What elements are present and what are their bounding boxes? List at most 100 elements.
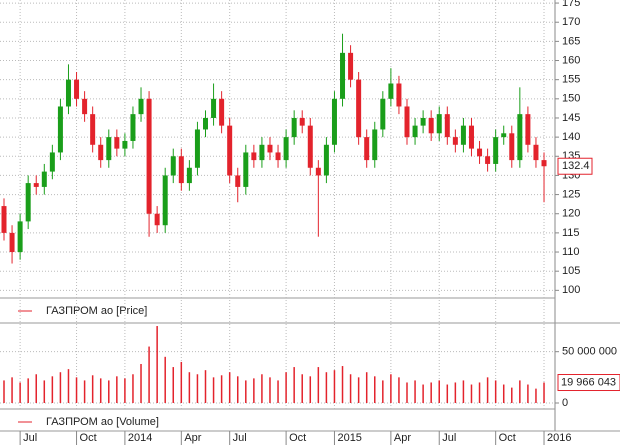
candle-body [106, 137, 112, 161]
volume-bar [228, 372, 231, 403]
volume-bar [83, 380, 86, 403]
volume-bar [261, 374, 263, 403]
volume-bar [438, 380, 440, 403]
candle-body [146, 98, 152, 214]
candle-body [33, 183, 39, 187]
candle-body [49, 152, 55, 172]
candle-body [1, 206, 7, 233]
volume-bar [309, 376, 312, 403]
y-tick-label: 145 [562, 112, 580, 124]
volume-bar [140, 364, 142, 403]
volume-bar [269, 377, 271, 403]
volume-bar [67, 369, 70, 403]
candle-body [420, 117, 426, 126]
candle-body [412, 125, 418, 138]
volume-bar [35, 374, 37, 403]
volume-bar [99, 378, 102, 403]
candle-body [74, 79, 80, 99]
volume-bar [245, 380, 247, 403]
volume-bar [204, 370, 207, 403]
y-tick-label: 100 [562, 284, 580, 296]
y-tick-label: 0 [562, 397, 568, 409]
x-tick-label: 2016 [547, 432, 571, 444]
candle-body [541, 160, 547, 167]
candle-body [380, 98, 386, 130]
volume-bar [164, 356, 166, 403]
volume-bar [253, 378, 255, 403]
y-tick-label: 110 [562, 246, 580, 258]
volume-bar [172, 367, 175, 403]
volume-bar [108, 380, 110, 403]
candle-body [428, 117, 434, 134]
volume-bar [502, 384, 505, 403]
volume-bar [180, 361, 183, 403]
candle-body [364, 137, 370, 161]
volume-bar [349, 374, 352, 403]
y-tick-label: 115 [562, 227, 580, 239]
candle-body [82, 98, 88, 115]
candle-body [501, 133, 507, 138]
y-tick-label: 155 [562, 74, 580, 86]
last-value-label: 19 966 043 [561, 376, 616, 388]
volume-bar [382, 380, 384, 403]
volume-bar [486, 377, 489, 403]
candle-body [41, 171, 47, 187]
candle-body [122, 140, 128, 149]
y-tick-label: 120 [562, 208, 580, 220]
volume-bar [212, 377, 215, 403]
volume-bar [414, 380, 416, 403]
candle-body [25, 183, 31, 222]
volume-bar [333, 370, 336, 403]
volume-bar [3, 380, 5, 403]
candle-body [90, 114, 96, 145]
x-tick-label: Apr [394, 432, 411, 444]
candle-body [227, 125, 233, 176]
candle-body [452, 137, 458, 145]
candle-body [114, 137, 120, 149]
x-tick-label: Jul [442, 432, 456, 444]
volume-bar [357, 377, 360, 403]
candle-body [509, 133, 515, 161]
y-tick-label: 50 000 000 [562, 346, 617, 358]
volume-bar [277, 380, 279, 403]
x-tick-label: 2015 [337, 432, 361, 444]
volume-bar [301, 374, 303, 403]
candle-body [243, 152, 249, 187]
candle-body [460, 125, 466, 145]
volume-bar [59, 372, 62, 403]
last-value-box [557, 157, 593, 175]
volume-bar [116, 376, 118, 403]
volume-bar [188, 372, 191, 403]
candle-body [194, 129, 200, 168]
candle-body [468, 125, 474, 149]
y-tick-label: 175 [562, 0, 580, 9]
volume-bar [293, 367, 295, 403]
volume-bar [220, 375, 223, 403]
candle-body [178, 156, 184, 184]
y-tick-label: 105 [562, 265, 580, 277]
candle-body [65, 79, 71, 107]
candle-body [138, 98, 144, 115]
volume-bar [156, 326, 158, 403]
volume-bar [519, 380, 521, 403]
volume-bar [527, 384, 529, 403]
candle-body [436, 114, 442, 134]
volume-bar [19, 382, 21, 403]
candle-body [267, 144, 273, 153]
candle-body [477, 148, 483, 157]
volume-bar [390, 374, 392, 403]
volume-bar [91, 375, 94, 403]
candle-body [315, 167, 321, 176]
volume-bar [285, 372, 287, 403]
volume-bar [196, 374, 199, 403]
candle-body [170, 156, 176, 176]
volume-bar [454, 382, 457, 403]
volume-bar [11, 377, 13, 403]
volume-bar [325, 372, 328, 403]
volume-bar [494, 380, 497, 403]
candle-body [98, 144, 104, 161]
legend-label: ГАЗПРОМ ао [Volume] [46, 416, 159, 428]
volume-bar [446, 384, 449, 403]
candle-body [275, 152, 281, 161]
